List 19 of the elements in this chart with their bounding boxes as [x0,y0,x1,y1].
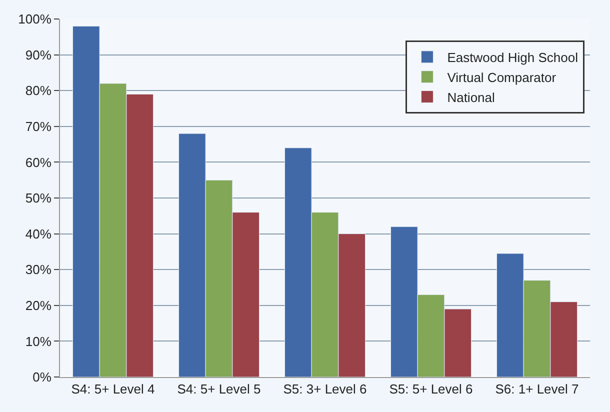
y-tick-label: 90% [25,47,52,62]
y-tick-label: 40% [25,226,52,242]
x-tick-label: S4: 5+ Level 5 [177,382,261,397]
y-tick-label: 70% [25,118,52,134]
legend-label: Virtual Comparator [447,70,557,85]
y-tick-label: 20% [25,298,52,313]
x-tick-label: S6: 1+ Level 7 [495,382,579,397]
x-tick-label: S5: 3+ Level 6 [283,382,367,397]
y-tick-label: 80% [25,83,52,98]
y-tick-label: 0% [32,370,52,385]
y-tick-label: 10% [25,334,52,349]
x-tick-label: S4: 5+ Level 4 [71,382,155,397]
x-tick-label: S5: 5+ Level 6 [389,382,473,397]
legend-label: Eastwood High School [447,50,578,65]
y-tick-label: 50% [25,190,52,206]
y-tick-label: 30% [25,262,52,278]
legend-label: National [447,90,496,105]
y-tick-label: 60% [25,154,52,170]
y-tick-label: 100% [18,12,52,27]
